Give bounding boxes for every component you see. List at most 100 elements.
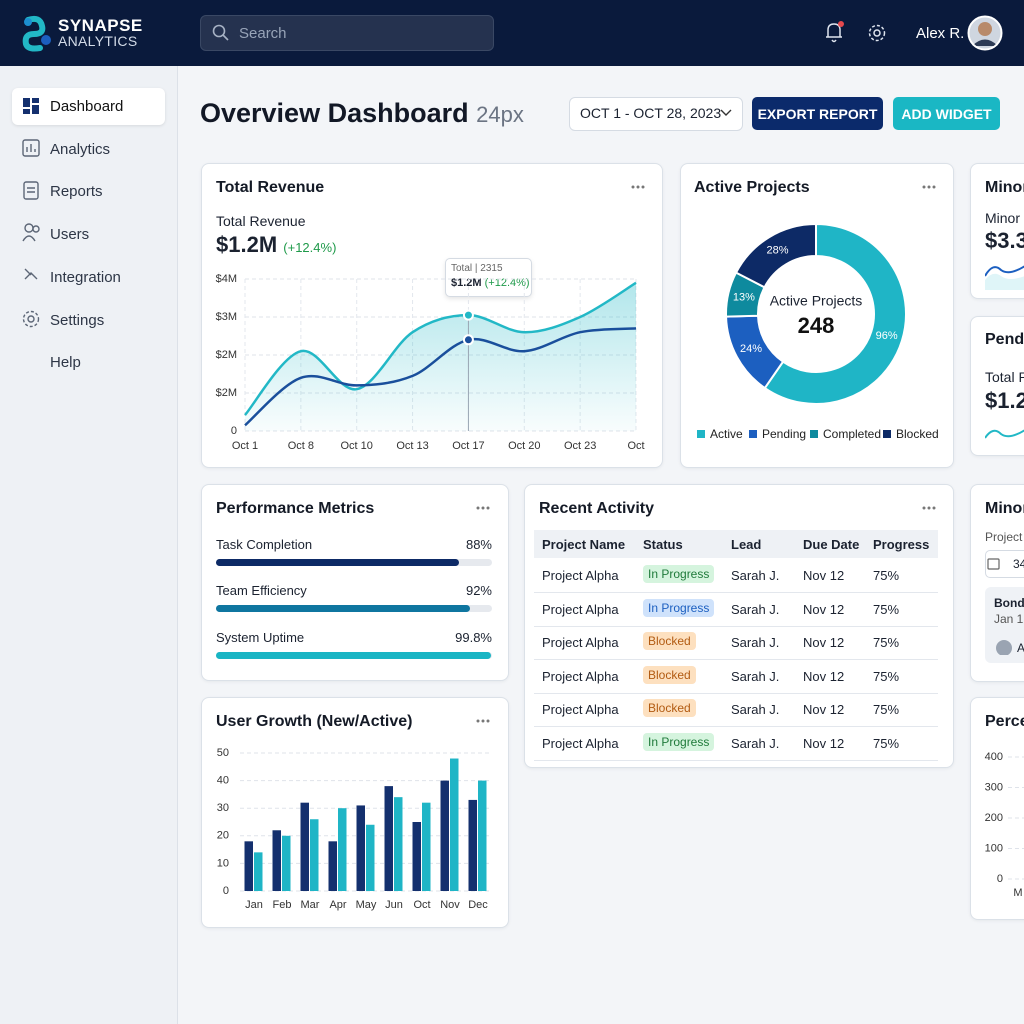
progress-bar: [216, 559, 459, 566]
table-cell: Sarah J.: [731, 635, 780, 650]
metric-label: Total R: [985, 369, 1024, 385]
revenue-card: [201, 163, 663, 468]
item-user: A: [1017, 641, 1024, 655]
nav-item[interactable]: Help: [50, 354, 81, 372]
chevron: [720, 109, 732, 116]
nav-item[interactable]: Analytics: [50, 140, 111, 158]
status-badge: Blocked: [643, 699, 696, 717]
table-cell: Nov 12: [803, 635, 845, 650]
page-title: Overview Dashboard 24px: [200, 100, 524, 127]
add-widget-button[interactable]: ADD WIDGET: [893, 97, 1000, 130]
row-divider: [534, 759, 938, 761]
card-title: Total Revenue: [216, 179, 325, 196]
table-header-bg: [534, 530, 938, 558]
column-header: Lead: [731, 537, 762, 552]
metric-label: Minor t: [985, 210, 1024, 226]
metric-label: Task Completion: [216, 537, 313, 552]
projects-card: [680, 163, 954, 468]
search-icon: [212, 24, 229, 41]
status-badge: In Progress: [643, 565, 715, 583]
table-cell: Sarah J.: [731, 601, 780, 617]
nav-item[interactable]: Dashboard: [50, 98, 124, 115]
status-badge: Blocked: [643, 632, 696, 650]
card-title: Pendi: [985, 331, 1024, 348]
progress-bar: [216, 605, 470, 613]
table-cell: 75%: [873, 635, 900, 650]
card-title: Recent Activity: [539, 500, 654, 517]
card-title: Performance Metrics: [216, 500, 375, 517]
table-cell: 75%: [873, 702, 900, 717]
column-header: Status: [643, 537, 683, 552]
card-title: Minor: [985, 500, 1024, 517]
metric-value: 99.8%: [455, 629, 492, 645]
decor-icons: [987, 558, 1012, 655]
tooltip-title: Total | 2315: [451, 263, 503, 274]
table-cell: Project Alpha: [542, 601, 619, 617]
nav-item[interactable]: Settings: [50, 311, 105, 329]
row-divider: [534, 692, 938, 694]
table-cell: Project Alpha: [542, 668, 619, 684]
table-cell: Project Alpha: [542, 702, 619, 717]
row-divider: [534, 726, 938, 727]
table-cell: Project Alpha: [542, 568, 619, 583]
search-box[interactable]: [200, 15, 494, 51]
item-date: Jan 12: [994, 612, 1024, 626]
row-divider: [534, 659, 938, 660]
metric-label: System Uptime: [216, 629, 305, 645]
settings-icon[interactable]: [867, 23, 887, 43]
date-picker[interactable]: [569, 97, 743, 131]
side-card: [970, 316, 1024, 456]
column-header: Project Name: [542, 537, 626, 552]
table-cell: 75%: [873, 735, 900, 751]
growth-card: [201, 697, 509, 928]
field-label: Project: [985, 530, 1023, 544]
metric-value: $1.2M (+12.4%): [216, 234, 336, 256]
nav-item[interactable]: Users: [50, 226, 90, 244]
side-card: [970, 697, 1024, 920]
metric-change: (+12.4%): [283, 240, 337, 255]
table-cell: Nov 12: [803, 668, 845, 684]
table-cell: Sarah J.: [731, 735, 780, 751]
card-title: User Growth (New/Active): [216, 713, 413, 730]
table-cell: 75%: [873, 568, 900, 583]
brand: SYNAPSE: [58, 16, 143, 35]
table-cell: Sarah J.: [731, 702, 780, 717]
table-cell: Nov 12: [803, 601, 845, 617]
metric-value: $3.3: [985, 228, 1024, 253]
table-cell: Nov 12: [803, 568, 845, 583]
table-cell: Nov 12: [803, 702, 845, 717]
status-badge: In Progress: [643, 732, 715, 751]
tooltip-change: (+12.4%): [484, 277, 530, 289]
brand-sub: ANALYTICS: [58, 33, 138, 49]
status-badge: In Progress: [643, 598, 715, 617]
input-box[interactable]: [985, 550, 1024, 578]
avatar[interactable]: [967, 15, 1003, 51]
table-cell: Project Alpha: [542, 735, 619, 751]
table-cell: Nov 12: [803, 735, 845, 751]
top-bar: [0, 0, 1024, 66]
table-cell: Project Alpha: [542, 635, 619, 650]
status-badge: Blocked: [643, 665, 696, 684]
card-title: Active Projects: [694, 179, 810, 196]
row-divider: [534, 625, 938, 627]
date-range: OCT 1 - OCT 28, 2023: [580, 105, 722, 121]
bell-icon[interactable]: [824, 20, 846, 44]
tooltip-value: $1.2M (+12.4%): [451, 278, 530, 289]
title-text: Overview Dashboard: [200, 98, 469, 128]
title-note: 24px: [476, 102, 524, 127]
sidebar: [0, 66, 178, 1024]
export-button[interactable]: EXPORT REPORT: [752, 97, 883, 130]
item-title: Bondo: [994, 596, 1024, 610]
search-placeholder: Search: [239, 25, 287, 42]
table-cell: Sarah J.: [731, 668, 780, 684]
nav-item[interactable]: Reports: [50, 183, 103, 201]
logo: [22, 15, 51, 52]
metric-label: Team Efficiency: [216, 583, 307, 599]
nav-item[interactable]: Integration: [50, 268, 121, 286]
table-cell: 75%: [873, 668, 900, 684]
performance-card: [201, 484, 509, 681]
user-name[interactable]: Alex R.: [916, 25, 965, 42]
metric-value: 92%: [465, 583, 492, 599]
card-title: Minor: [985, 179, 1024, 196]
